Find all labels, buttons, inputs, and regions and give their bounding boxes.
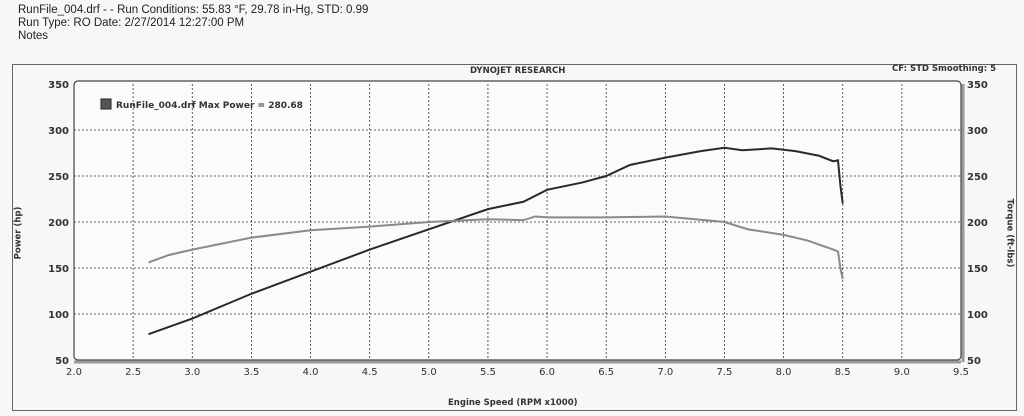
chart-frame [12,64,1017,411]
y-tick-label: 200 [48,218,69,229]
y2-tick-label: 200 [967,218,988,229]
y2-tick-label: 350 [967,80,988,91]
y-tick-label: 50 [55,356,69,367]
y-tick-label: 150 [48,264,69,275]
run-type-line: Run Type: RO Date: 2/27/2014 12:27:00 PM [18,17,245,29]
y-tick-label: 300 [48,126,69,137]
x-tick-label: 2.5 [125,367,141,378]
power-curve [148,146,844,336]
x-tick-label: 4.5 [362,367,378,378]
x-tick-label: 3.0 [184,367,200,378]
x-tick-label: 5.0 [421,367,437,378]
x-tick-label: 7.0 [657,367,673,378]
run-info-line: RunFile_004.drf - - Run Conditions: 55.8… [18,4,369,16]
y2-tick-label: 50 [967,356,981,367]
x-tick-label: 2.0 [66,367,82,378]
corner-note: CF: STD Smoothing: 5 [892,64,996,74]
chart-title: DYNOJET RESEARCH [470,66,566,76]
x-tick-label: 8.0 [776,367,792,378]
x-tick-label: 8.5 [835,367,851,378]
x-tick-label: 6.5 [598,367,614,378]
legend-swatch [100,98,112,110]
y-tick-label: 100 [48,310,69,321]
y-tick-label: 250 [48,172,69,183]
y2-tick-label: 250 [967,172,988,183]
x-tick-label: 9.0 [894,367,910,378]
x-tick-label: 4.0 [303,367,319,378]
legend-text: RunFile_004.drf Max Power = 280.68 [116,101,303,111]
x-tick-label: 5.5 [480,367,496,378]
x-axis-label: Engine Speed (RPM x1000) [448,398,578,408]
x-tick-label: 3.5 [243,367,259,378]
x-tick-label: 9.5 [953,367,969,378]
notes-label: Notes [18,30,49,42]
x-tick-label: 6.0 [539,367,555,378]
torque-curve [148,215,844,280]
x-tick-label: 7.5 [717,367,733,378]
y-tick-label: 350 [48,80,69,91]
y2-tick-label: 150 [967,264,988,275]
y2-tick-label: 100 [967,310,988,321]
y2-tick-label: 300 [967,126,988,137]
